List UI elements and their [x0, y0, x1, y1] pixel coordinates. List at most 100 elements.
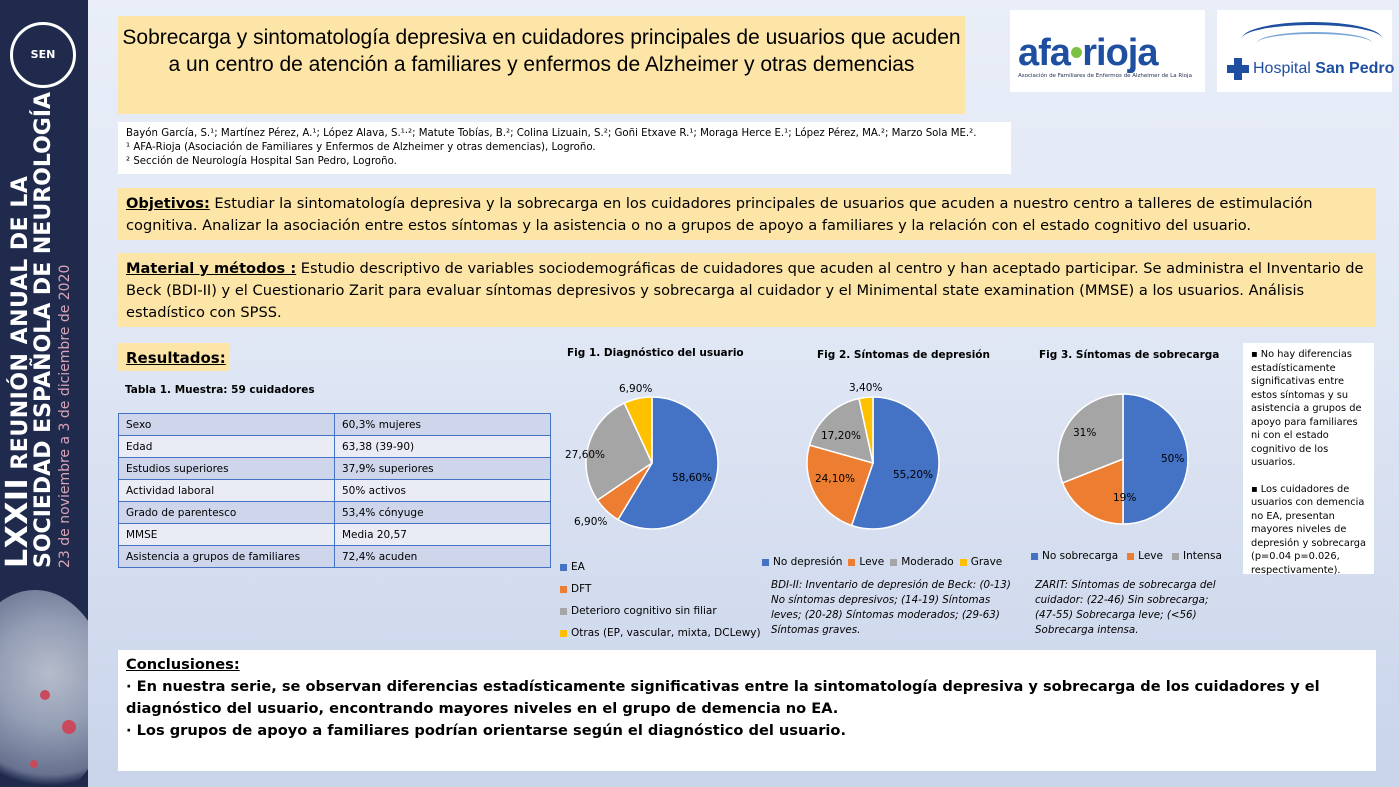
fig2-label-leve: 24,10%	[815, 473, 856, 485]
table-row: Estudios superiores 37,9% superiores	[118, 457, 551, 480]
legend-item: Leve	[848, 556, 884, 568]
legend-swatch	[1031, 552, 1038, 560]
legend-item: Otras (EP, vascular, mixta, DCLewy)	[560, 622, 761, 644]
conference-dates: 23 de noviembre a 3 de diciembre de 2020	[57, 264, 73, 568]
legend-label: Leve	[859, 556, 885, 568]
table-row: Actividad laboral 50% activos	[118, 479, 551, 502]
objetivos-section: Objetivos: Estudiar la sintomatología de…	[118, 188, 1376, 240]
legend-item: No depresión	[762, 556, 842, 568]
pie-slice-2	[806, 444, 874, 527]
conference-line2: SOCIEDAD ESPAÑOLA DE NEUROLOGÍA	[31, 91, 56, 568]
pie-slice-3	[808, 397, 874, 465]
fig1-pie-chart	[585, 396, 719, 530]
pie-slice-4	[623, 396, 653, 464]
legend-swatch	[1127, 552, 1135, 560]
table-cell-value: 72,4% acuden	[334, 545, 551, 568]
hospital-arc-icon	[1242, 22, 1382, 55]
hospital-arc-icon	[1257, 32, 1372, 54]
decor-dot	[30, 760, 38, 768]
objetivos-heading: Objetivos:	[126, 195, 210, 212]
conference-sidebar: SEN LXXII REUNIÓN ANUAL DE LA SOCIEDAD E…	[0, 0, 88, 787]
legend-label: EA	[571, 561, 585, 573]
pie-slice-1	[617, 396, 719, 530]
objetivos-text: Estudiar la sintomatología depresiva y l…	[126, 195, 1313, 234]
legend-item: Leve	[1127, 550, 1163, 562]
pie-slice-3	[1057, 393, 1124, 484]
brain-illustration	[0, 590, 88, 787]
table-cell-variable: Estudios superiores	[118, 457, 335, 480]
legend-label: DFT	[571, 583, 592, 595]
fig3-legend: No sobrecarga Leve Intensa	[1031, 550, 1222, 562]
hospital-word: Hospital	[1253, 60, 1311, 77]
legend-label: No depresión	[773, 556, 843, 568]
legend-item: Intensa	[1171, 550, 1222, 562]
hospital-san-pedro-logo: Hospital San Pedro	[1217, 10, 1395, 92]
fig3-label-leve: 19%	[1113, 492, 1137, 504]
table-row: Sexo 60,3% mujeres	[118, 413, 551, 436]
pie-slice-3	[585, 402, 653, 502]
legend-swatch	[560, 629, 567, 637]
table-cell-variable: MMSE	[118, 523, 335, 546]
fig3-pie-chart	[1057, 393, 1189, 525]
fig2-label-no: 55,20%	[893, 469, 934, 481]
conclusion-2: · Los grupos de apoyo a familiares podrí…	[126, 722, 847, 739]
legend-label: No sobrecarga	[1042, 550, 1119, 562]
hospital-cross-icon	[1227, 58, 1249, 80]
affiliation-2: ² Sección de Neurología Hospital San Ped…	[126, 156, 397, 167]
legend-item: Moderado	[890, 556, 954, 568]
decor-dot	[62, 720, 76, 734]
fig1-label-otras: 6,90%	[619, 383, 653, 395]
table-cell-value: 50% activos	[334, 479, 551, 502]
table-cell-value: Media 20,57	[334, 523, 551, 546]
legend-label: Otras (EP, vascular, mixta, DCLewy)	[571, 627, 761, 639]
fig2-pie-chart	[806, 396, 940, 530]
poster-title: Sobrecarga y sintomatología depresiva en…	[118, 16, 965, 114]
legend-swatch	[560, 607, 567, 615]
afa-logo-text-a: afa	[1018, 32, 1071, 74]
fig2-label-moderado: 17,20%	[821, 430, 862, 442]
legend-swatch	[560, 563, 567, 571]
metodos-section: Material y métodos : Estudio descriptivo…	[118, 253, 1376, 327]
metodos-text: Estudio descriptivo de variables sociode…	[126, 260, 1364, 321]
table-row: Grado de parentesco 53,4% cónyuge	[118, 501, 551, 524]
table-cell-variable: Edad	[118, 435, 335, 458]
sample-table: Sexo 60,3% mujeres Edad 63,38 (39-90) Estudi…	[118, 413, 551, 568]
table-cell-variable: Grado de parentesco	[118, 501, 335, 524]
legend-label: Grave	[970, 556, 1003, 568]
legend-item: No sobrecarga	[1031, 550, 1118, 562]
legend-label: Intensa	[1182, 550, 1222, 562]
fig3-label-intensa: 31%	[1073, 427, 1097, 439]
fig2-label-grave: 3,40%	[849, 382, 883, 394]
table-cell-value: 60,3% mujeres	[334, 413, 551, 436]
table-cell-variable: Actividad laboral	[118, 479, 335, 502]
legend-item: Deterioro cognitivo sin filiar	[560, 600, 761, 622]
fig3-label-no: 50%	[1161, 453, 1185, 465]
table-row: Edad 63,38 (39-90)	[118, 435, 551, 458]
hospital-name: San Pedro	[1315, 60, 1395, 77]
author-list: Bayón García, S.¹; Martínez Pérez, A.¹; …	[126, 128, 977, 139]
table-cell-value: 63,38 (39-90)	[334, 435, 551, 458]
table-title: Tabla 1. Muestra: 59 cuidadores	[125, 384, 315, 396]
fig3-title: Fig 3. Síntomas de sobrecarga	[1039, 349, 1220, 361]
legend-label: Moderado	[901, 556, 954, 568]
legend-item: EA	[560, 556, 761, 578]
legend-swatch	[762, 558, 769, 566]
decor-dot	[40, 690, 50, 700]
legend-item: Grave	[959, 556, 1003, 568]
fig2-title: Fig 2. Síntomas de depresión	[817, 349, 990, 361]
fig1-label-ea: 58,60%	[672, 472, 713, 484]
table-row: Asistencia a grupos de familiares 72,4% a…	[118, 545, 551, 568]
legend-label: Deterioro cognitivo sin filiar	[571, 605, 717, 617]
conclusiones-section: Conclusiones: · En nuestra serie, se obs…	[118, 650, 1376, 771]
legend-swatch	[890, 558, 898, 566]
legend-swatch	[959, 558, 967, 566]
afa-logo-dot: •	[1069, 32, 1083, 74]
metodos-heading: Material y métodos :	[126, 260, 297, 277]
conclusiones-heading: Conclusiones:	[126, 656, 240, 673]
table-row: MMSE Media 20,57	[118, 523, 551, 546]
table-cell-variable: Sexo	[118, 413, 335, 436]
finding-2: ▪ Los cuidadores de usuarios con demenci…	[1251, 483, 1366, 576]
conference-name: LXXII REUNIÓN ANUAL DE LA SOCIEDAD ESPAÑ…	[0, 91, 75, 568]
sen-logo: SEN	[10, 22, 76, 88]
fig1-label-dft: 6,90%	[574, 516, 608, 528]
